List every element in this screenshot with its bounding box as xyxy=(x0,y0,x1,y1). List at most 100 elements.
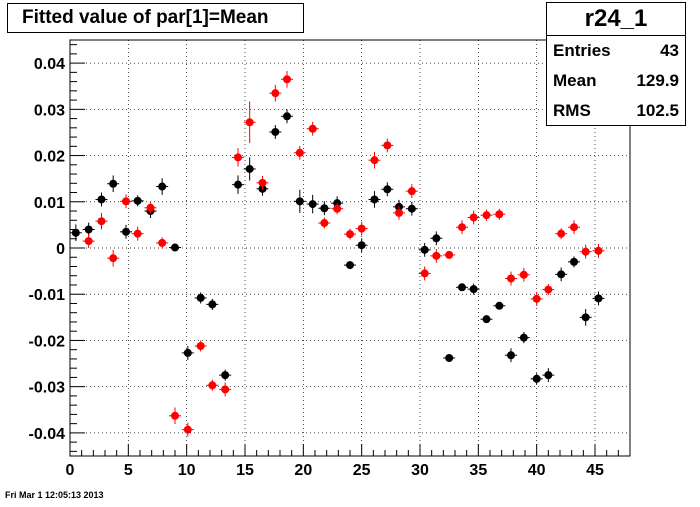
x-tick-label: 25 xyxy=(353,462,371,479)
axes: 0 5 10 15 20 25 30 35 40 45 -0.04 -0.03 -0.02 -0.01 0 0… xyxy=(29,44,631,479)
stats-rms-value: 102.5 xyxy=(636,101,679,120)
black-data-point xyxy=(532,374,541,383)
black-data-point xyxy=(183,348,192,357)
x-tick-label: 40 xyxy=(528,462,546,479)
black-data-point xyxy=(469,285,478,294)
red-data-point xyxy=(109,254,118,263)
black-data-point xyxy=(581,313,590,322)
red-data-point xyxy=(383,141,392,150)
stats-row-entries: Entries 43 xyxy=(547,36,685,66)
black-data-point xyxy=(482,315,491,324)
x-tick-label: 20 xyxy=(294,462,312,479)
y-tick-label: 0.04 xyxy=(34,56,65,73)
red-data-point xyxy=(544,285,553,294)
black-data-point xyxy=(420,245,429,254)
black-data-point xyxy=(295,197,304,206)
black-data-point xyxy=(245,164,254,173)
black-data-point xyxy=(495,301,504,310)
x-tick-label: 15 xyxy=(236,462,254,479)
black-data-point xyxy=(271,127,280,136)
black-data-point xyxy=(320,204,329,213)
stats-histogram-name: r24_1 xyxy=(547,3,685,36)
red-data-point xyxy=(458,223,466,232)
x-tick-label: 0 xyxy=(66,462,75,479)
stats-box: r24_1 Entries 43 Mean 129.9 RMS 102.5 xyxy=(546,2,686,126)
red-data-point xyxy=(346,230,354,239)
stats-mean-value: 129.9 xyxy=(636,71,679,90)
chart-title: Fitted value of par[1]=Mean xyxy=(7,3,304,33)
x-tick-label: 30 xyxy=(411,462,429,479)
red-data-point xyxy=(532,294,541,303)
red-data-point xyxy=(295,148,304,157)
black-data-point xyxy=(370,195,379,204)
red-data-point xyxy=(407,187,416,196)
red-data-point xyxy=(133,229,142,238)
x-tick-label: 5 xyxy=(124,462,133,479)
red-data-point xyxy=(221,385,230,394)
black-data-point xyxy=(158,182,167,191)
red-data-point xyxy=(432,251,441,260)
black-data-point xyxy=(196,293,205,302)
black-data-point xyxy=(84,225,93,234)
red-data-point xyxy=(171,411,179,420)
black-data-point xyxy=(544,371,553,380)
red-data-point xyxy=(122,197,130,206)
black-data-point xyxy=(432,234,441,243)
stats-entries-label: Entries xyxy=(553,41,611,60)
black-data-point xyxy=(557,270,566,279)
red-data-point xyxy=(196,341,205,350)
y-tick-label: 0 xyxy=(56,241,65,258)
black-data-point xyxy=(208,300,217,309)
black-data-point xyxy=(71,228,80,237)
black-data-point xyxy=(109,179,118,188)
red-data-point xyxy=(519,270,528,279)
black-data-point xyxy=(570,257,578,266)
black-data-point xyxy=(346,261,354,270)
stats-rms-label: RMS xyxy=(553,101,591,120)
black-data-point xyxy=(133,196,142,205)
red-data-point xyxy=(234,153,242,162)
red-data-point xyxy=(97,217,106,226)
black-data-point xyxy=(221,371,230,380)
red-data-point xyxy=(420,269,429,278)
red-data-point xyxy=(469,213,478,222)
black-data-point xyxy=(445,354,454,363)
red-data-point xyxy=(495,210,504,219)
red-data-point xyxy=(146,203,155,212)
y-tick-label: 0.03 xyxy=(34,102,65,119)
y-tick-label: -0.01 xyxy=(29,287,66,304)
red-data-point xyxy=(333,204,342,213)
red-data-point xyxy=(245,118,254,127)
black-data-point xyxy=(234,180,242,189)
stats-entries-value: 43 xyxy=(660,41,679,60)
red-data-point xyxy=(395,208,403,217)
red-data-point xyxy=(370,156,379,165)
black-data-point xyxy=(594,294,603,303)
red-data-point xyxy=(570,223,578,232)
y-tick-label: -0.03 xyxy=(29,380,66,397)
black-data-point xyxy=(507,351,515,360)
black-data-point xyxy=(122,227,130,236)
stats-row-rms: RMS 102.5 xyxy=(547,96,685,126)
black-data-point xyxy=(357,241,366,250)
red-data-point xyxy=(581,247,590,256)
red-data-point xyxy=(507,274,515,283)
timestamp-footer: Fri Mar 1 12:05:13 2013 xyxy=(5,490,104,500)
y-tick-label: -0.04 xyxy=(29,426,66,443)
data-points xyxy=(69,70,605,437)
stats-row-mean: Mean 129.9 xyxy=(547,66,685,96)
red-data-point xyxy=(482,211,491,220)
x-tick-label: 45 xyxy=(586,462,604,479)
red-data-point xyxy=(445,250,454,259)
red-data-point xyxy=(258,178,267,187)
black-data-point xyxy=(519,333,528,342)
black-data-point xyxy=(383,185,392,194)
black-data-point xyxy=(283,112,291,121)
stats-mean-label: Mean xyxy=(553,71,597,90)
red-data-point xyxy=(283,75,291,84)
black-data-point xyxy=(407,204,416,213)
x-tick-label: 10 xyxy=(178,462,196,479)
red-data-point xyxy=(183,425,192,434)
red-data-point xyxy=(158,238,167,247)
